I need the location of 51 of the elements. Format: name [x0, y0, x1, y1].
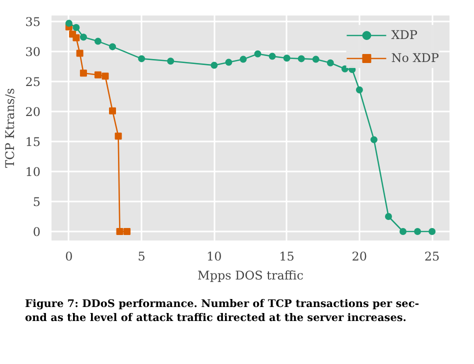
point — [356, 86, 363, 94]
point — [94, 71, 102, 78]
point — [116, 228, 124, 235]
point — [80, 70, 87, 77]
point — [240, 56, 247, 63]
point — [80, 34, 87, 41]
point — [370, 136, 378, 144]
y-tick-label: 10 — [25, 165, 41, 179]
point — [124, 228, 131, 235]
x-tick-label: 0 — [65, 250, 73, 264]
point — [312, 56, 320, 63]
point — [76, 50, 84, 57]
point — [109, 43, 116, 50]
y-tick-label: 0 — [32, 225, 41, 239]
point — [428, 228, 436, 235]
point — [400, 228, 407, 235]
point — [254, 50, 262, 58]
y-tick-label: 20 — [25, 105, 41, 119]
point — [109, 107, 116, 114]
point — [138, 55, 146, 62]
x-tick-label: 25 — [424, 250, 440, 264]
point — [94, 38, 102, 45]
y-tick-label: 35 — [25, 15, 41, 29]
y-tick-label: 5 — [32, 195, 41, 209]
caption: Figure 7: DDoS performance. Number of TCP transactions per sec- ond as the level of attack traffic directed at the server increases. — [24, 298, 420, 326]
point — [65, 20, 72, 27]
legend-label: XDP — [391, 28, 418, 42]
point — [268, 52, 276, 60]
point — [72, 34, 80, 42]
point — [102, 72, 109, 80]
point — [283, 54, 290, 62]
point — [384, 213, 392, 220]
point — [414, 228, 422, 235]
x-axis-title: Mpps DOS traffic — [198, 268, 304, 282]
legend-label: No XDP — [391, 51, 439, 65]
point — [326, 59, 334, 66]
point — [225, 58, 232, 66]
y-tick-label: 25 — [25, 75, 41, 89]
x-tick-label: 10 — [206, 250, 222, 264]
y-tick-label: 15 — [25, 135, 41, 149]
point — [72, 24, 80, 31]
y-axis-title: TCP Ktrans/s — [3, 88, 18, 168]
x-tick-label: 5 — [138, 250, 146, 264]
point — [167, 58, 174, 65]
point — [341, 65, 348, 72]
y-tick-label: 30 — [25, 45, 41, 59]
point — [210, 62, 218, 69]
x-tick-label: 20 — [352, 250, 368, 264]
point — [298, 55, 305, 62]
x-tick-label: 15 — [279, 250, 294, 264]
point — [114, 132, 122, 140]
